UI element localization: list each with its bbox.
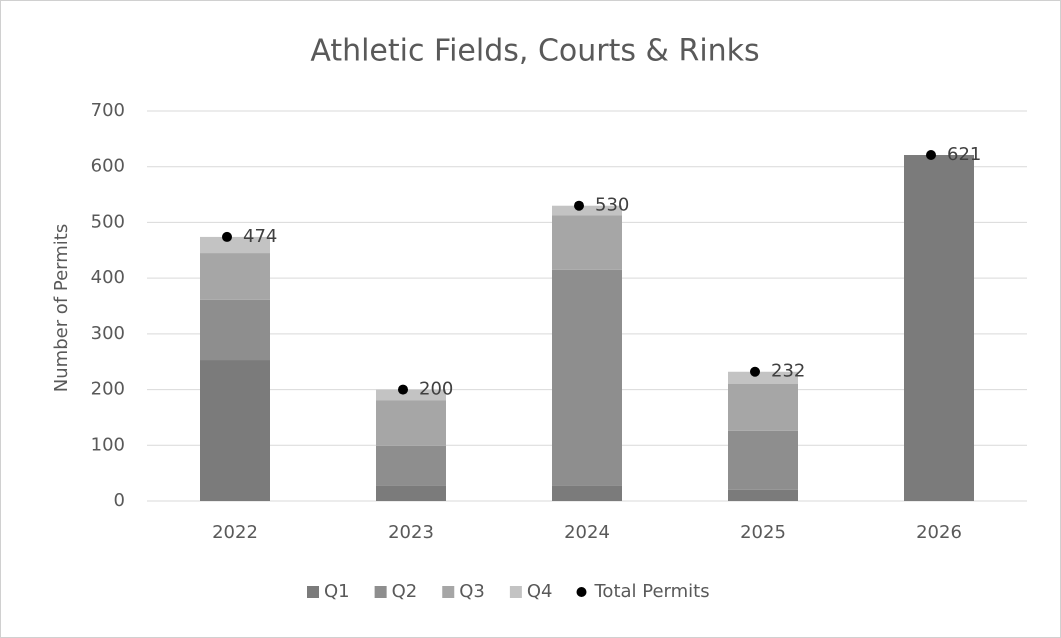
total-marker [574, 200, 584, 211]
bar-segment [376, 389, 446, 401]
y-tick-label: 0 [114, 490, 125, 511]
bar-segment [904, 155, 974, 501]
total-marker [750, 366, 760, 377]
legend-label: Q3 [459, 581, 485, 602]
bar-segment [200, 253, 270, 300]
bar-segment [200, 236, 270, 254]
legend-label: Total Permits [594, 581, 710, 602]
bar-segment [200, 299, 270, 361]
y-tick-label: 100 [91, 434, 125, 455]
total-marker [398, 384, 408, 395]
total-marker [926, 150, 936, 161]
legend-label: Q1 [324, 581, 350, 602]
data-label: 474 [243, 226, 277, 247]
bar-segment [728, 489, 798, 501]
legend-swatch [307, 586, 319, 598]
data-label: 530 [595, 195, 629, 216]
chart-title: Athletic Fields, Courts & Rinks [310, 34, 759, 69]
bar-segment [552, 485, 622, 501]
legend-label: Q2 [392, 581, 418, 602]
total-marker [222, 231, 232, 242]
y-tick-label: 200 [91, 379, 125, 400]
legend-swatch [442, 586, 455, 598]
data-label: 621 [947, 144, 981, 165]
y-tick-label: 500 [91, 211, 125, 232]
legend-swatch [509, 586, 522, 598]
data-label: 232 [771, 361, 805, 382]
x-tick-label: 2025 [740, 522, 786, 543]
y-axis-label: Number of Permits [51, 224, 72, 392]
bar-segment [728, 384, 798, 431]
x-tick-label: 2026 [916, 522, 962, 543]
legend-marker [576, 587, 587, 597]
bar-segment [376, 445, 446, 486]
bar-segment [200, 360, 270, 501]
y-tick-label: 400 [91, 267, 125, 288]
bar-segment [552, 269, 622, 486]
bar-segment [376, 485, 446, 501]
x-tick-label: 2023 [388, 522, 434, 543]
legend-swatch [374, 586, 387, 598]
bar-segment [552, 215, 622, 270]
data-label: 200 [419, 379, 453, 400]
legend-label: Q4 [527, 581, 553, 602]
bar-segment [728, 430, 798, 490]
y-tick-label: 300 [91, 323, 125, 344]
x-tick-label: 2022 [212, 522, 258, 543]
y-tick-label: 700 [91, 100, 125, 121]
y-tick-label: 600 [91, 156, 125, 177]
x-tick-label: 2024 [564, 522, 610, 543]
bar-segment [376, 400, 446, 446]
bar-segment [728, 371, 798, 384]
bar-segment [552, 205, 622, 216]
